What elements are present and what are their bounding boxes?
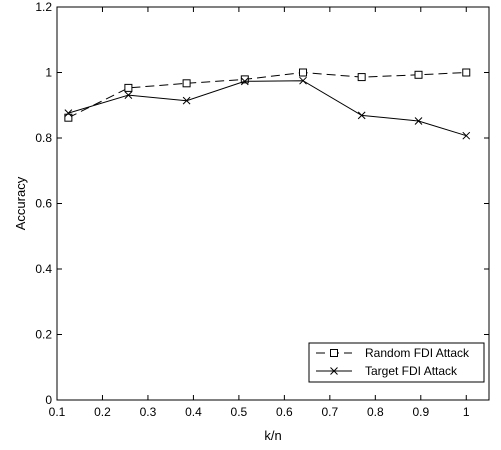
square-marker [124, 83, 133, 92]
y-tick-label: 0.4 [35, 262, 52, 276]
x-marker [462, 131, 471, 140]
series-2 [64, 76, 471, 140]
x-marker [299, 76, 307, 85]
x-tick-label: 0.6 [276, 405, 293, 419]
x-tick-label: 0.3 [140, 405, 157, 419]
x-marker [64, 109, 73, 117]
y-tick-label: 0.8 [35, 131, 52, 145]
x-marker [182, 96, 191, 105]
series-1 [64, 68, 471, 122]
y-tick-label: 0.6 [35, 197, 52, 211]
x-marker [124, 91, 133, 99]
square-marker [414, 70, 423, 79]
square-marker [357, 73, 366, 82]
square-marker [330, 349, 338, 357]
axis-ticks: 0.1 0.2 0.3 0.4 0.5 0.6 0.7 0.8 0.9 1 0 0.2 0.4 0.6 0.… [35, 0, 489, 419]
series-line [68, 71, 467, 119]
series-line [68, 80, 467, 137]
y-axis-label: Accuracy [13, 176, 28, 230]
x-marker [240, 77, 249, 86]
square-marker [240, 75, 249, 84]
legend-entry: Target FDI Attack [316, 364, 458, 378]
plot-area [56, 6, 490, 401]
x-tick-label: 0.9 [412, 405, 429, 419]
x-axis-label: k/n [264, 428, 281, 443]
series-layer [64, 68, 471, 140]
x-marker [330, 367, 338, 375]
legend-entries: Random FDI Attack Target FDI Attack [316, 346, 470, 378]
x-tick-label: 0.4 [185, 405, 202, 419]
x-marker [357, 111, 366, 120]
y-tick-label: 1 [45, 66, 52, 80]
x-tick-label: 0.2 [94, 405, 111, 419]
legend: Random FDI Attack Target FDI Attack [308, 342, 485, 383]
square-marker [462, 68, 471, 77]
legend-label: Target FDI Attack [365, 364, 458, 378]
x-tick-label: 0.7 [321, 405, 338, 419]
y-tick-label: 1.2 [35, 0, 52, 14]
legend-box [308, 342, 485, 383]
square-marker [64, 113, 73, 122]
x-marker [414, 117, 423, 125]
y-tick-label: 0 [45, 393, 52, 407]
x-tick-label: 0.8 [367, 405, 384, 419]
legend-label: Random FDI Attack [365, 346, 470, 360]
x-tick-label: 1 [463, 405, 470, 419]
x-tick-label: 0.1 [49, 405, 66, 419]
square-marker [299, 68, 308, 77]
square-marker [182, 79, 191, 88]
y-tick-label: 0.2 [35, 328, 52, 342]
x-tick-label: 0.5 [231, 405, 248, 419]
legend-entry: Random FDI Attack [316, 346, 470, 360]
